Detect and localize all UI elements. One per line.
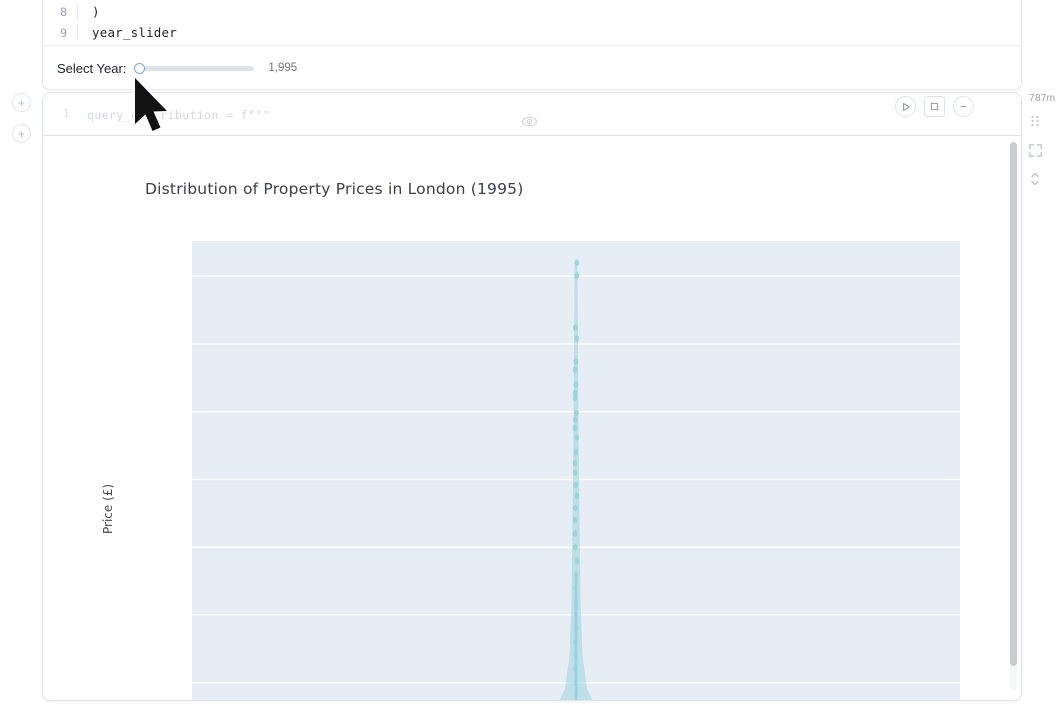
run-button[interactable] (895, 96, 916, 117)
violin-plot: Distribution of Property Prices in Londo… (43, 136, 1018, 696)
slider-thumb[interactable] (134, 63, 145, 74)
stop-square-icon (930, 102, 939, 111)
code-line[interactable]: 9 year_slider (43, 22, 1021, 43)
resize-vertical-icon[interactable] (1028, 171, 1046, 192)
y-axis-label: Price (£) (101, 484, 115, 534)
add-cell-below-button[interactable]: + (12, 124, 31, 143)
output-scrollbar[interactable] (1010, 142, 1017, 690)
line-number: 9 (43, 26, 77, 40)
year-slider-widget[interactable]: Select Year: 1,995 (43, 46, 1021, 90)
code-text: query_distribution = f""" (87, 108, 270, 122)
drag-handle-icon[interactable] (1028, 114, 1046, 133)
line-number: 8 (43, 5, 77, 19)
slider-value: 1,995 (268, 62, 297, 74)
output-scrollbar-thumb[interactable] (1010, 142, 1017, 666)
minus-icon (958, 101, 969, 112)
notebook-page: 8 ) 9 year_slider Select Year: 1,995 1 q… (0, 0, 1056, 720)
code-cell-query-distribution[interactable]: 1 query_distribution = f""" (42, 92, 1022, 136)
cell-output-plot: Distribution of Property Prices in Londo… (42, 136, 1022, 701)
add-cell-above-label: + (18, 97, 25, 109)
execution-time: 787m (1029, 92, 1055, 104)
add-cell-below-label: + (18, 128, 25, 140)
code-cell-year-slider[interactable]: 8 ) 9 year_slider Select Year: 1,995 (42, 0, 1022, 90)
chart-title: Distribution of Property Prices in Londo… (145, 180, 524, 198)
slider-label: Select Year: (57, 61, 126, 76)
code-line[interactable]: 8 ) (43, 1, 1021, 22)
play-icon (901, 102, 911, 112)
plot-canvas (192, 241, 960, 701)
stop-button[interactable] (924, 96, 945, 117)
code-lines: 8 ) 9 year_slider (43, 1, 1021, 43)
code-text: ) (78, 4, 100, 19)
add-cell-above-button[interactable]: + (12, 93, 31, 112)
slider-track[interactable] (142, 66, 254, 71)
code-text: year_slider (78, 25, 177, 40)
year-slider[interactable] (134, 60, 254, 76)
eye-icon[interactable] (521, 113, 538, 135)
collapse-button[interactable] (953, 96, 974, 117)
expand-icon[interactable] (1028, 143, 1046, 163)
cell-run-controls[interactable] (895, 96, 974, 117)
line-number: 1 (63, 108, 69, 120)
